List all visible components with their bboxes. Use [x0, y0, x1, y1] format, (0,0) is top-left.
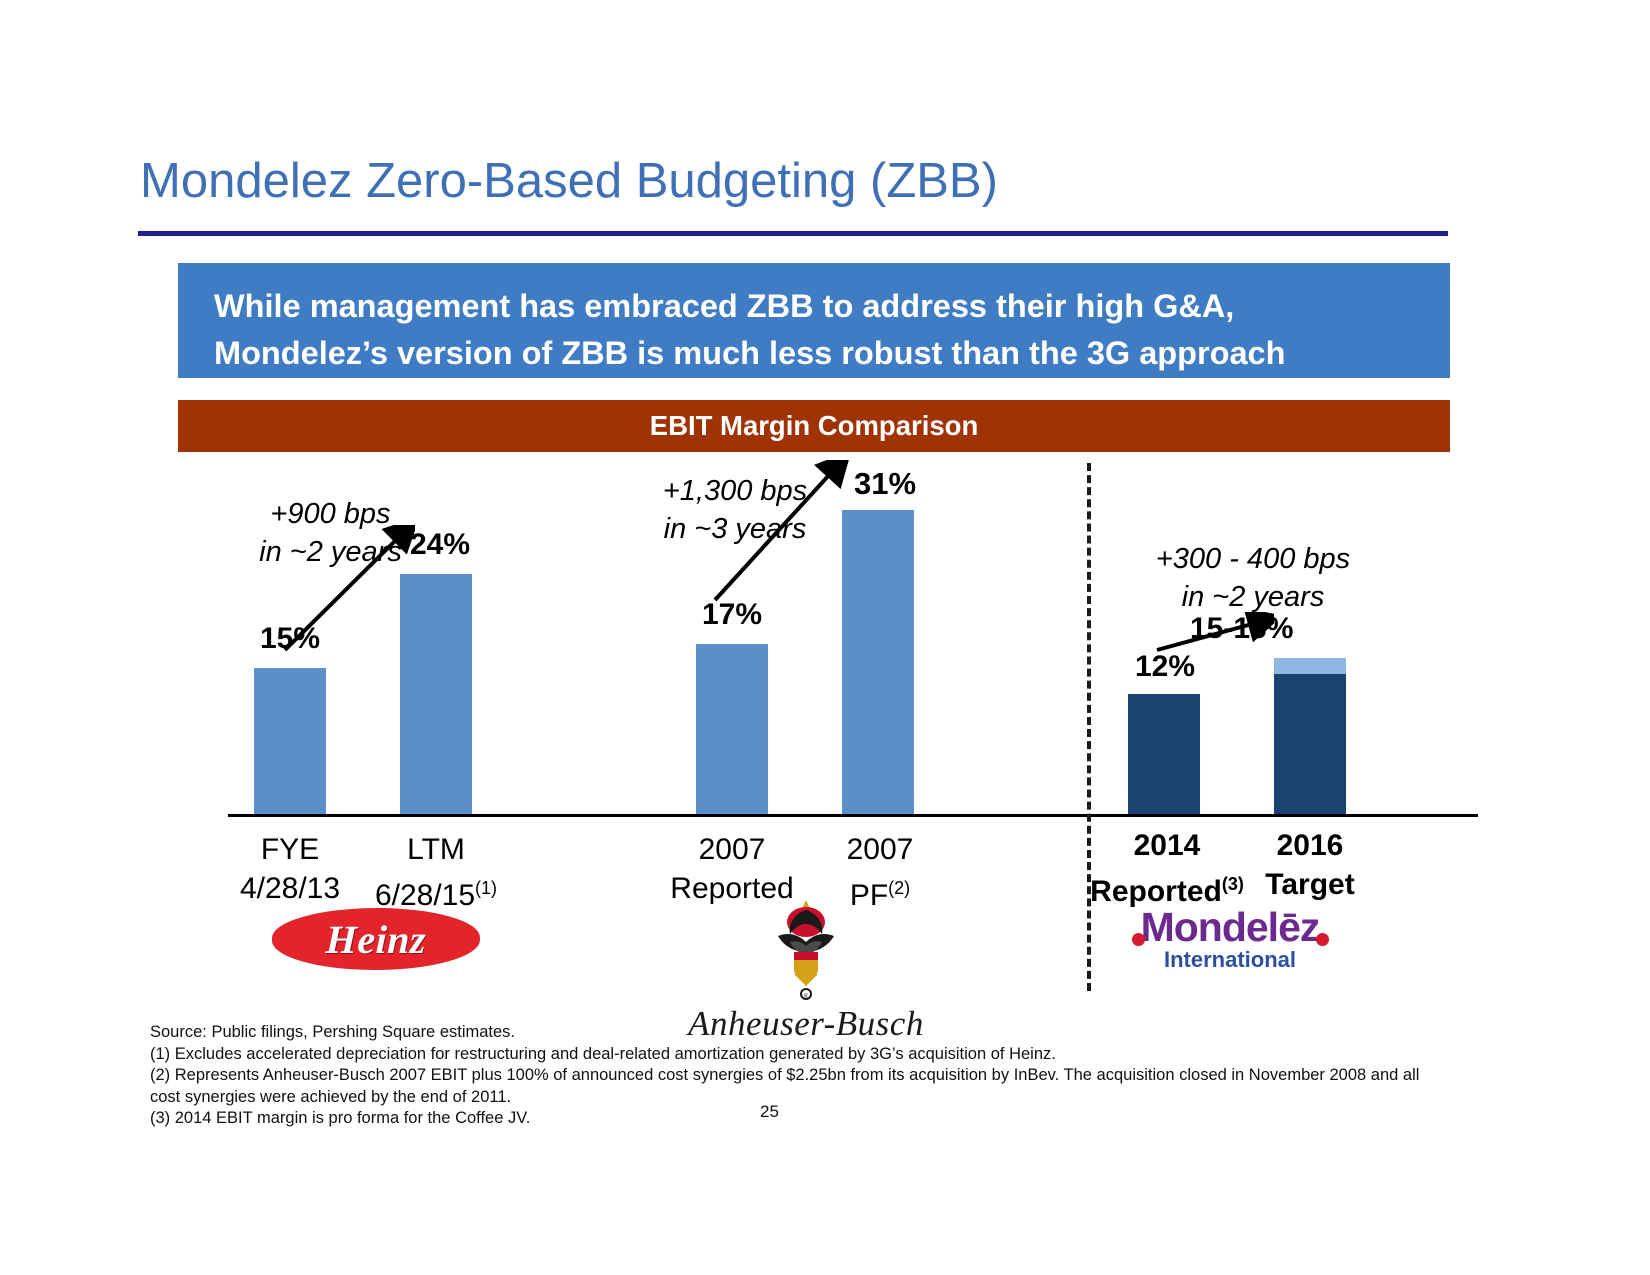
callout-line-2: Mondelez’s version of ZBB is much less r… [214, 335, 1286, 371]
x-label-mondelez-2014-reported: 2014 Reported(3) [1062, 826, 1272, 911]
group-divider-dashed-line [1087, 463, 1091, 991]
annotation-ab-line1: +1,300 bps [662, 475, 808, 507]
bar-ab-2007-pf [842, 510, 914, 814]
footnote-source: Source: Public filings, Pershing Square … [150, 1023, 516, 1041]
x-label-line2: Reported(3) [1090, 874, 1244, 908]
page-title: Mondelez Zero-Based Budgeting (ZBB) [140, 154, 998, 208]
growth-arrow-anheuser-busch [713, 460, 850, 602]
bar-mondelez-2014-reported [1128, 694, 1200, 814]
x-label-line1: 2007 [698, 833, 766, 866]
footnote-2-line2: cost synergies were achieved by the end … [150, 1087, 512, 1106]
x-label-line1: 2007 [846, 833, 914, 866]
bar-value-heinz-ltm-2015: 24% [409, 528, 471, 561]
anheuser-busch-crest-icon: R [778, 900, 834, 1000]
chart-banner: EBIT Margin Comparison [178, 400, 1450, 452]
x-label-line1: LTM [407, 833, 465, 866]
footnotes: Source: Public filings, Pershing Square … [150, 1022, 1440, 1130]
x-label-footnote-marker: (3) [1221, 874, 1244, 894]
x-label-mondelez-2016-target: 2016 Target [1212, 826, 1408, 904]
bar-value-mondelez-2016-target: 15-16% [1190, 612, 1294, 645]
x-label-line1: 2016 [1276, 829, 1344, 862]
footnote-3: (3) 2014 EBIT margin is pro forma for th… [150, 1109, 531, 1127]
bar-heinz-ltm-2015 [400, 574, 472, 814]
mondelez-logo: Mondelēz International [1102, 905, 1358, 973]
x-label-ab-2007-pf: 2007 PF(2) [782, 830, 978, 915]
page-number: 25 [760, 1102, 779, 1121]
x-label-line1: 2014 [1133, 829, 1201, 862]
heinz-logo: Heinz [270, 908, 482, 970]
x-label-footnote-marker: (2) [888, 878, 911, 898]
heinz-logo-text: Heinz [325, 916, 427, 962]
annotation-mondelez: +300 - 400 bps in ~2 years [1098, 540, 1408, 616]
svg-text:R: R [804, 994, 808, 1000]
mondelez-dot-left-icon [1131, 933, 1145, 946]
growth-arrow-mondelez [1156, 612, 1274, 652]
x-label-ab-2007-reported: 2007 Reported [634, 830, 830, 908]
mondelez-dot-right-icon [1316, 933, 1330, 946]
callout-line-1: While management has embraced ZBB to add… [214, 288, 1235, 324]
bar-value-mondelez-2014-reported: 12% [1134, 650, 1196, 683]
key-message-callout: While management has embraced ZBB to add… [178, 263, 1450, 378]
anheuser-busch-logo-text: Anheuser-Busch [688, 1004, 924, 1043]
bar-value-heinz-fye-2013: 15% [259, 622, 321, 655]
x-label-footnote-marker: (1) [475, 878, 498, 898]
mondelez-logo-text: Mondelēz [1131, 905, 1330, 949]
footnote-1: (1) Excludes accelerated depreciation fo… [150, 1044, 1056, 1063]
bar-mondelez-2016-target [1274, 658, 1346, 814]
title-divider-rule [138, 231, 1448, 236]
annotation-heinz: +900 bps in ~2 years [198, 495, 463, 571]
x-label-line2: Reported [670, 872, 794, 905]
growth-arrow-heinz [283, 525, 415, 652]
chart-banner-title: EBIT Margin Comparison [649, 410, 979, 441]
x-label-heinz-ltm-2015: LTM 6/28/15(1) [338, 830, 534, 915]
x-label-line2: PF(2) [849, 878, 911, 912]
bar-cap-mondelez-2016-target-range [1274, 658, 1346, 674]
x-label-line2: 4/28/13 [239, 872, 341, 905]
annotation-ab-line2: in ~3 years [663, 513, 807, 545]
annotation-heinz-line2: in ~2 years [259, 536, 402, 568]
x-label-line2: Target [1265, 868, 1355, 901]
footnote-2-line1: (2) Represents Anheuser-Busch 2007 EBIT … [150, 1066, 1420, 1084]
annotation-heinz-line1: +900 bps [270, 498, 391, 530]
annotation-mdlz-line2: in ~2 years [1181, 581, 1325, 613]
x-label-line1: FYE [260, 833, 320, 866]
bar-value-ab-2007-pf: 31% [853, 466, 917, 501]
bar-heinz-fye-2013 [254, 668, 326, 814]
x-label-line2: 6/28/15(1) [374, 878, 498, 912]
bar-ab-2007-reported [696, 644, 768, 814]
anheuser-busch-logo: R Anheuser-Busch [676, 898, 936, 1044]
annotation-mdlz-line1: +300 - 400 bps [1155, 543, 1351, 575]
bar-value-ab-2007-reported: 17% [701, 598, 763, 631]
x-label-heinz-fye-2013: FYE 4/28/13 [192, 830, 388, 908]
annotation-anheuser-busch: +1,300 bps in ~3 years [600, 472, 870, 548]
mondelez-logo-subtext: International [1163, 947, 1296, 972]
chart-x-axis [228, 814, 1478, 817]
